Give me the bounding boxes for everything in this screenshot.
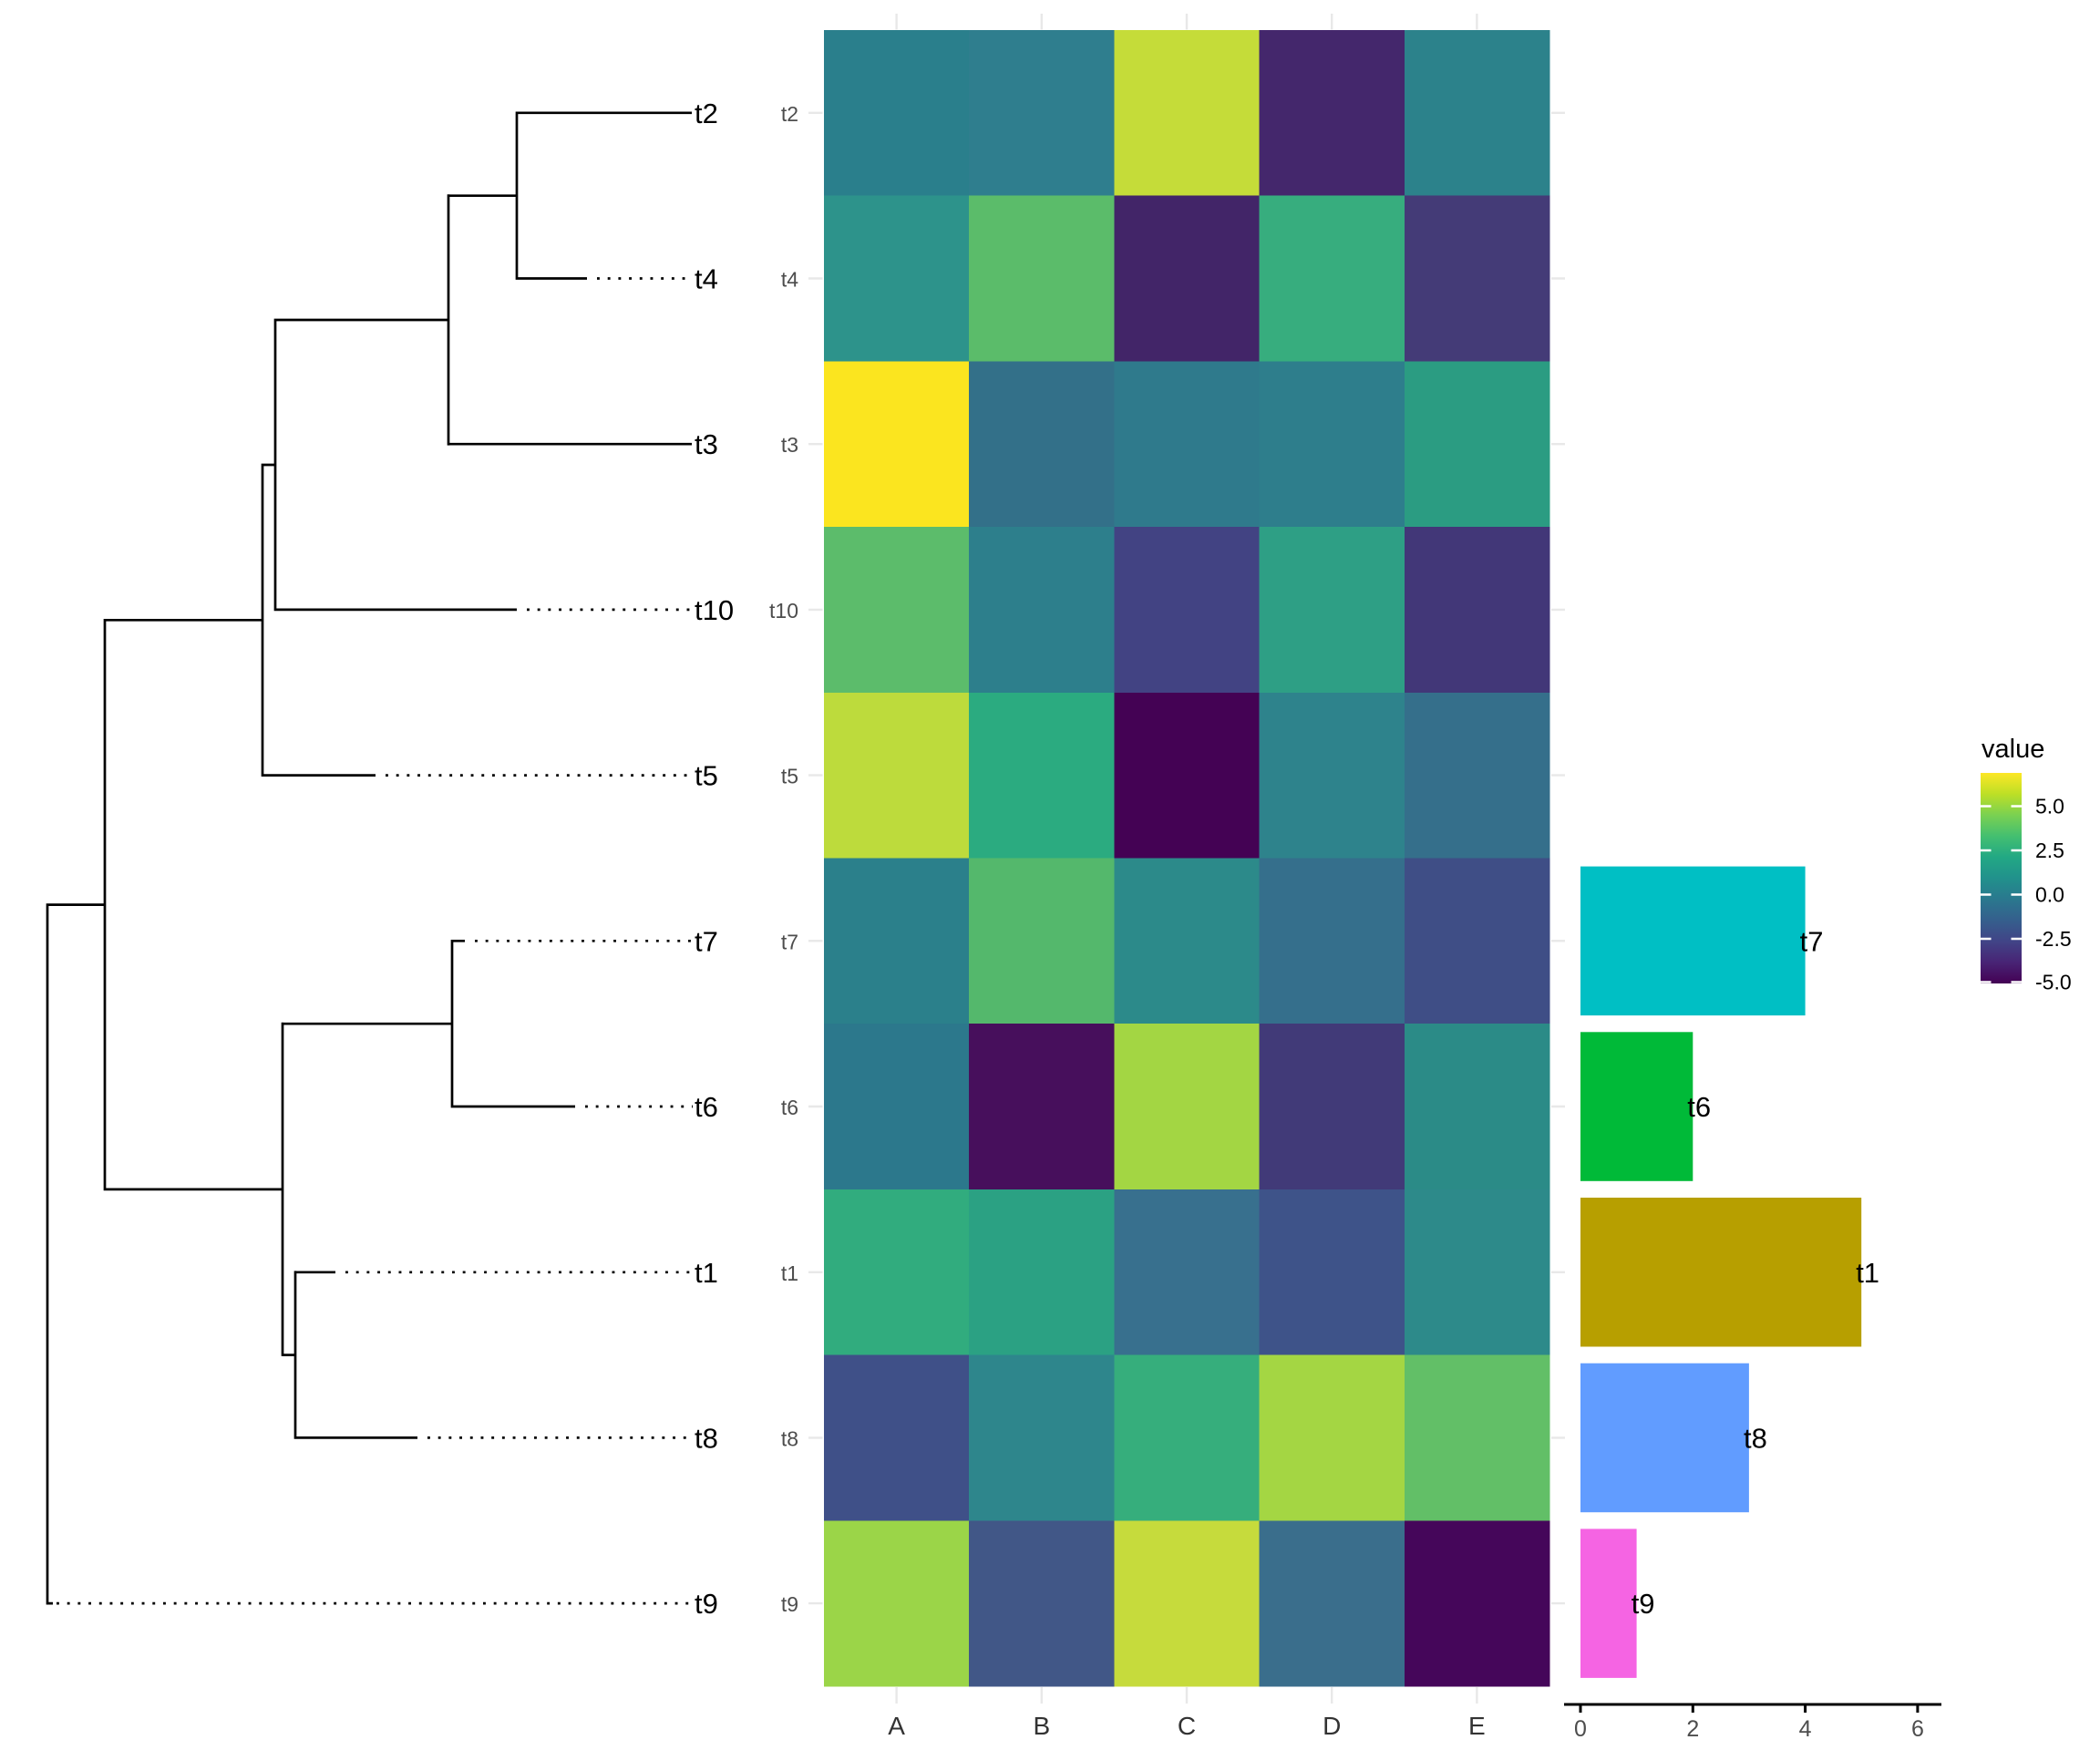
svg-text:t7: t7 [781,930,798,953]
svg-text:t9: t9 [781,1592,798,1616]
svg-text:t10: t10 [695,594,734,626]
svg-text:t2: t2 [695,98,718,129]
svg-text:0: 0 [1574,1716,1587,1742]
svg-text:t1: t1 [695,1257,718,1289]
svg-text:E: E [1468,1712,1486,1740]
svg-text:t1: t1 [781,1261,798,1285]
svg-text:t5: t5 [695,760,718,792]
svg-text:t9: t9 [1632,1588,1655,1620]
svg-text:C: C [1178,1712,1196,1740]
svg-text:t8: t8 [1744,1422,1767,1454]
svg-text:4: 4 [1799,1716,1812,1742]
svg-text:A: A [888,1712,905,1740]
svg-text:t4: t4 [781,268,798,292]
svg-text:value: value [1982,735,2044,764]
svg-text:-5.0: -5.0 [2035,971,2072,994]
svg-text:6: 6 [1911,1716,1924,1742]
svg-text:5.0: 5.0 [2035,795,2064,818]
svg-text:t6: t6 [695,1091,718,1123]
svg-text:0.0: 0.0 [2035,883,2064,907]
svg-text:t8: t8 [781,1426,798,1450]
svg-text:t7: t7 [695,925,718,957]
svg-text:t9: t9 [695,1588,718,1620]
svg-text:t5: t5 [781,765,798,788]
svg-text:t6: t6 [1687,1091,1711,1123]
svg-text:t3: t3 [695,428,718,460]
svg-text:t10: t10 [769,599,798,623]
svg-text:t8: t8 [695,1422,718,1454]
svg-text:t4: t4 [695,263,718,295]
svg-text:t7: t7 [1800,925,1824,957]
svg-text:2: 2 [1686,1716,1699,1742]
svg-text:D: D [1323,1712,1341,1740]
svg-text:B: B [1033,1712,1050,1740]
svg-text:t2: t2 [781,102,798,126]
svg-text:2.5: 2.5 [2035,839,2064,862]
svg-text:t6: t6 [781,1096,798,1119]
svg-text:-2.5: -2.5 [2035,927,2072,951]
svg-text:t1: t1 [1856,1257,1879,1289]
svg-text:t3: t3 [781,433,798,457]
